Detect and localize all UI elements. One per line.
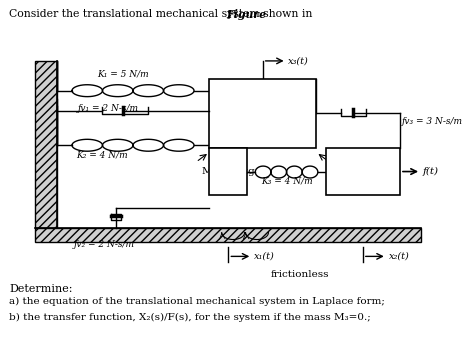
Text: Determine:: Determine: [9,284,73,294]
Text: b) the transfer function, X₂(s)/F(s), for the system if the mass M₃=0.;: b) the transfer function, X₂(s)/F(s), fo… [9,313,371,322]
Text: K₁ = 5 N/m: K₁ = 5 N/m [97,70,148,79]
Text: f(t): f(t) [423,167,439,176]
Bar [35,61,57,228]
Text: M₃ = 5 kg: M₃ = 5 kg [237,109,289,118]
Bar [326,148,400,195]
Text: a) the equation of the translational mechanical system in Laplace form;: a) the equation of the translational mec… [9,297,385,306]
Text: Consider the translational mechanical system shown in: Consider the translational mechanical sy… [9,9,316,19]
Bar [210,148,247,195]
Text: x₁(t): x₁(t) [254,252,275,261]
Text: ƒv₃ = 3 N-s/m: ƒv₃ = 3 N-s/m [402,118,463,126]
Text: M₂ = 5 kg: M₂ = 5 kg [332,167,384,176]
Text: K₂ = 4 N/m: K₂ = 4 N/m [76,150,128,159]
Text: ƒv₂ = 2 N-s/m: ƒv₂ = 2 N-s/m [74,240,135,248]
Text: M₁ = 4 kg: M₁ = 4 kg [202,167,255,176]
Text: x₃(t): x₃(t) [289,56,309,65]
Text: frictionless: frictionless [271,270,329,279]
Bar [35,228,421,242]
Text: K₃ = 4 N/m: K₃ = 4 N/m [261,177,312,186]
Bar [210,79,316,148]
Text: x₂(t): x₂(t) [389,252,410,261]
Text: Figure: Figure [227,9,266,20]
Text: ƒv₁ = 2 N-s/m: ƒv₁ = 2 N-s/m [78,104,139,113]
